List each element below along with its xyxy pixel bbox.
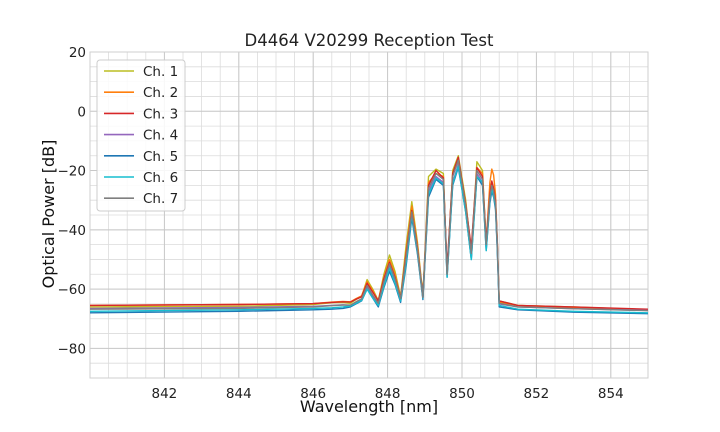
chart-title: D4464 V20299 Reception Test — [245, 31, 494, 50]
legend-label-1: Ch. 1 — [143, 64, 178, 80]
series-line-3 — [89, 156, 649, 310]
y-tick-label: −20 — [58, 164, 87, 180]
y-tick-label: −80 — [58, 341, 87, 357]
x-axis-ticks: 842 844 846 848 850 852 854 — [152, 386, 624, 402]
legend-label-7: Ch. 7 — [143, 191, 178, 207]
y-tick-label: 0 — [77, 104, 86, 120]
y-tick-label: −60 — [58, 282, 87, 298]
legend-label-5: Ch. 5 — [143, 149, 178, 165]
x-tick-label: 844 — [226, 386, 252, 402]
y-tick-label: 20 — [69, 45, 86, 61]
x-tick-label: 846 — [300, 386, 326, 402]
plot-frame — [89, 51, 649, 379]
series-line-7 — [89, 159, 649, 312]
legend-label-3: Ch. 3 — [143, 106, 178, 122]
y-tick-label: −40 — [58, 223, 87, 239]
plot-border — [89, 51, 649, 379]
x-tick-label: 848 — [375, 386, 401, 402]
y-axis-ticks: −80 −60 −40 −20 0 20 — [58, 45, 87, 357]
legend-label-4: Ch. 4 — [143, 128, 178, 144]
legend-box — [96, 59, 186, 212]
series-lines — [89, 155, 649, 315]
legend: Ch. 1 Ch. 2 Ch. 3 Ch. 4 Ch. 5 Ch. 6 Ch. 7 — [96, 59, 186, 212]
x-tick-label: 842 — [152, 386, 178, 402]
legend-label-6: Ch. 6 — [143, 170, 178, 186]
legend-label-2: Ch. 2 — [143, 85, 178, 101]
x-tick-label: 852 — [524, 386, 550, 402]
x-tick-label: 850 — [449, 386, 475, 402]
x-tick-label: 854 — [598, 386, 624, 402]
y-axis-label: Optical Power [dB] — [39, 140, 58, 289]
x-axis-label: Wavelength [nm] — [300, 397, 438, 416]
